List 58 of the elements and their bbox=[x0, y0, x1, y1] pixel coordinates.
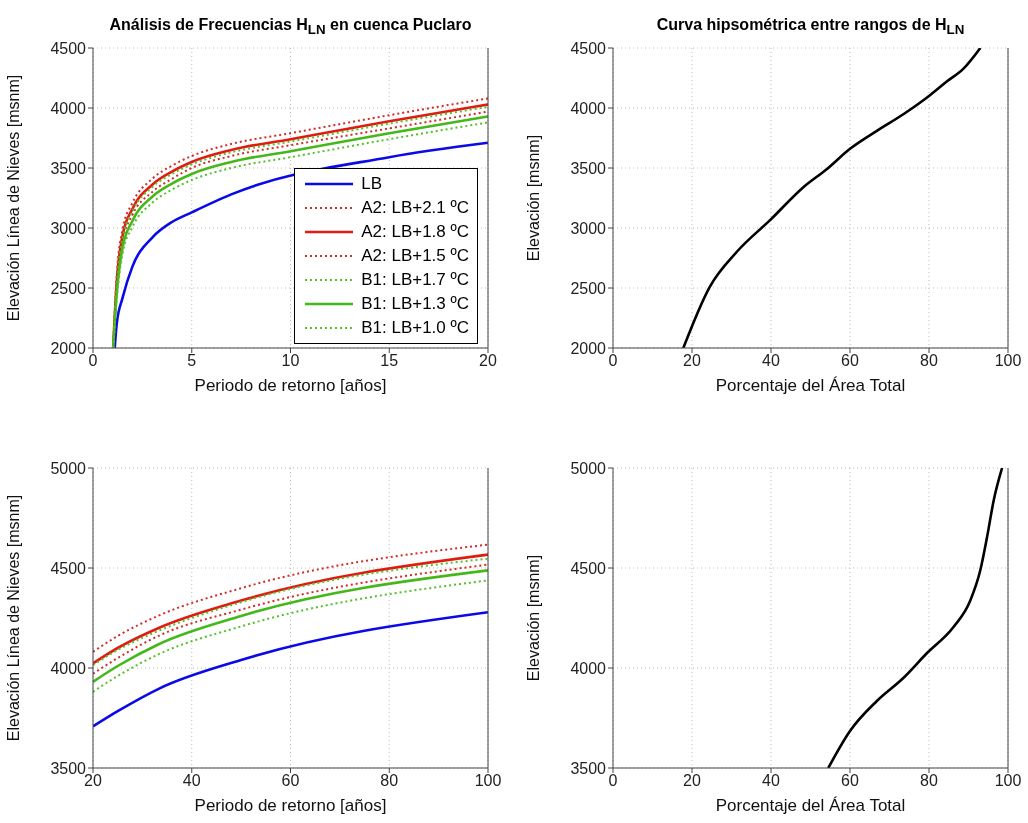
legend-label: A2: LB+1.8 ºC bbox=[361, 222, 469, 242]
x-tick-label: 40 bbox=[762, 772, 780, 790]
x-tick-label: 100 bbox=[994, 352, 1022, 370]
x-tick-label: 40 bbox=[762, 352, 780, 370]
x-tick-label: 5 bbox=[187, 352, 197, 370]
x-axis-title: Porcentaje del Área Total bbox=[714, 796, 907, 816]
x-tick-label: 100 bbox=[474, 772, 502, 790]
y-tick-label: 4000 bbox=[50, 659, 87, 677]
y-tick-label: 4500 bbox=[50, 39, 87, 57]
y-tick-label: 4500 bbox=[50, 559, 87, 577]
y-tick-label: 4000 bbox=[570, 99, 607, 117]
y-tick-label: 3500 bbox=[570, 159, 607, 177]
x-tick-label: 20 bbox=[479, 352, 497, 370]
x-tick-label: 0 bbox=[88, 352, 98, 370]
x-axis-title: Periodo de retorno [años] bbox=[193, 376, 388, 396]
y-tick-label: 4000 bbox=[570, 659, 607, 677]
chart-title: Análisis de Frecuencias H$_{LN}$ en cuenca Puclaro bbox=[108, 16, 473, 38]
x-tick-label: 60 bbox=[281, 772, 300, 790]
x-tick-label: 100 bbox=[994, 772, 1022, 790]
x-tick-label: 40 bbox=[182, 772, 201, 790]
chart-title: Curva hipsométrica entre rangos de H$_{LN}$ bbox=[655, 16, 966, 38]
y-axis-title: Elevación [msnm] bbox=[525, 553, 543, 684]
x-tick-label: 10 bbox=[281, 352, 300, 370]
y-tick-label: 3000 bbox=[50, 219, 87, 237]
legend-label: A2: LB+1.5 ºC bbox=[361, 246, 469, 266]
x-tick-label: 0 bbox=[608, 352, 618, 370]
y-tick-label: 4500 bbox=[570, 39, 607, 57]
legend-label: B1: LB+1.0 ºC bbox=[361, 318, 469, 338]
y-tick-label: 3000 bbox=[570, 219, 607, 237]
legend-label: B1: LB+1.7 ºC bbox=[361, 270, 469, 290]
x-tick-label: 80 bbox=[920, 352, 938, 370]
y-tick-label: 3500 bbox=[570, 759, 607, 777]
x-tick-label: 20 bbox=[683, 772, 701, 790]
y-axis-title: Elevación Línea de Nieves [msnm] bbox=[5, 493, 23, 744]
x-tick-label: 20 bbox=[683, 352, 701, 370]
y-tick-label: 5000 bbox=[50, 459, 87, 477]
x-tick-label: 60 bbox=[841, 772, 859, 790]
legend-label: B1: LB+1.3 ºC bbox=[361, 294, 469, 314]
x-tick-label: 15 bbox=[380, 352, 399, 370]
x-tick-label: 20 bbox=[84, 772, 102, 790]
x-tick-label: 80 bbox=[380, 772, 399, 790]
y-tick-label: 2500 bbox=[50, 279, 87, 297]
y-axis-title: Elevación Línea de Nieves [msnm] bbox=[5, 73, 23, 324]
legend-label: LB bbox=[361, 174, 382, 194]
y-tick-label: 4500 bbox=[570, 559, 607, 577]
y-axis-title: Elevación [msnm] bbox=[525, 133, 543, 264]
x-tick-label: 60 bbox=[841, 352, 859, 370]
x-tick-label: 0 bbox=[608, 772, 618, 790]
y-tick-label: 3500 bbox=[50, 159, 87, 177]
legend-label: A2: LB+2.1 ºC bbox=[361, 198, 469, 218]
y-tick-label: 2000 bbox=[50, 339, 87, 357]
y-tick-label: 2000 bbox=[570, 339, 607, 357]
y-tick-label: 5000 bbox=[570, 459, 607, 477]
x-axis-title: Porcentaje del Área Total bbox=[714, 376, 907, 396]
x-axis-title: Periodo de retorno [años] bbox=[193, 796, 388, 816]
y-tick-label: 4000 bbox=[50, 99, 87, 117]
y-tick-label: 2500 bbox=[570, 279, 607, 297]
x-tick-label: 80 bbox=[920, 772, 938, 790]
